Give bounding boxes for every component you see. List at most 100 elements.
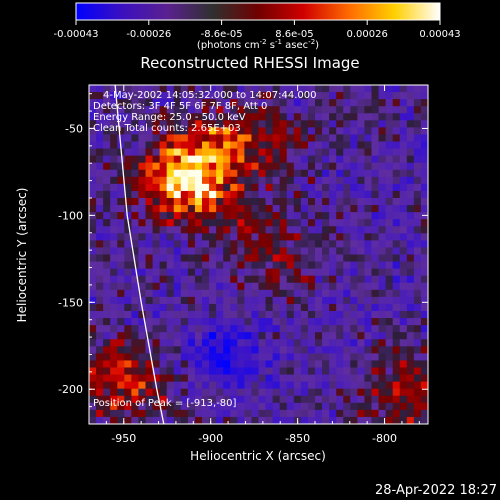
heatmap-cell [406, 205, 415, 213]
heatmap-cell [202, 226, 210, 234]
heatmap-cell [413, 374, 422, 383]
heatmap-cell [138, 205, 147, 213]
heatmap-cell [230, 162, 238, 171]
heatmap-cell [279, 212, 288, 220]
heatmap-cell [392, 162, 401, 171]
heatmap-cell [378, 120, 387, 128]
heatmap-cell [293, 282, 302, 291]
heatmap-cell [279, 402, 288, 411]
heatmap-cell [110, 381, 118, 390]
annotation-energy-range: Energy Range: 25.0 - 50.0 keV [93, 112, 246, 123]
heatmap-cell [166, 162, 175, 171]
heatmap-cell [329, 240, 337, 249]
heatmap-cell [223, 346, 231, 354]
x-axis-ticks: -950 -900 -850 -800 [105, 85, 420, 445]
heatmap-cell [420, 381, 428, 390]
heatmap-cell [265, 190, 274, 199]
heatmap-cell [173, 311, 182, 319]
heatmap-cell [371, 381, 380, 390]
heatmap-cell [420, 296, 428, 305]
heatmap-cell [187, 219, 196, 227]
heatmap-cell [371, 254, 380, 263]
heatmap-cell [202, 148, 210, 157]
heatmap-cell [364, 106, 373, 114]
heatmap-cell [124, 402, 132, 411]
heatmap-cell [131, 282, 140, 291]
heatmap-cell [392, 106, 401, 114]
heatmap-cell [315, 353, 323, 362]
heatmap-cell [272, 339, 281, 347]
heatmap-cell [286, 346, 295, 354]
heatmap-cell [300, 395, 309, 404]
heatmap-cell [322, 113, 330, 121]
heatmap-cell [300, 92, 309, 100]
heatmap-cell [392, 183, 401, 192]
heatmap-cell [152, 311, 161, 319]
heatmap-cell [152, 226, 161, 234]
heatmap-cell [145, 303, 154, 312]
heatmap-cell [357, 247, 366, 256]
heatmap-cell [202, 247, 210, 256]
heatmap-cell [385, 247, 394, 256]
heatmap-cell [180, 99, 189, 107]
heatmap-cell [173, 282, 182, 291]
heatmap-cell [159, 205, 168, 213]
heatmap-cell [180, 275, 189, 284]
heatmap-cell [110, 367, 118, 376]
heatmap-cell [117, 247, 125, 256]
heatmap-cell [124, 205, 132, 213]
heatmap-cell [223, 120, 231, 128]
heatmap-cell [117, 325, 125, 333]
heatmap-cell [202, 416, 210, 424]
heatmap-cell [322, 360, 330, 369]
heatmap-cell [307, 162, 316, 171]
heatmap-cell [371, 402, 380, 411]
heatmap-cell [223, 141, 231, 150]
heatmap-cell [209, 85, 217, 93]
heatmap-cell [194, 367, 203, 376]
heatmap-cell [350, 268, 358, 277]
heatmap-cell [420, 212, 428, 220]
heatmap-cell [329, 311, 337, 319]
heatmap-cell [286, 395, 295, 404]
heatmap-cell [371, 205, 380, 213]
heatmap-cell [343, 402, 351, 411]
heatmap-cell [194, 162, 203, 171]
heatmap-cell [315, 99, 323, 107]
heatmap-cell [96, 332, 104, 340]
heatmap-cell [209, 92, 217, 100]
heatmap-cell [216, 325, 224, 333]
heatmap-cell [131, 409, 140, 418]
heatmap-cell [237, 275, 245, 284]
heatmap-cell [209, 367, 217, 376]
heatmap-cell [223, 282, 231, 291]
heatmap-cell [272, 318, 281, 326]
heatmap-cell [216, 99, 224, 107]
heatmap-cell [329, 374, 337, 383]
heatmap-cell [180, 190, 189, 199]
heatmap-cell [420, 176, 428, 185]
heatmap-cell [420, 134, 428, 143]
heatmap-cell [117, 113, 125, 121]
heatmap-cell [138, 212, 147, 220]
heatmap-cell [406, 247, 415, 256]
heatmap-cell [378, 92, 387, 100]
heatmap-cell [117, 332, 125, 340]
heatmap-cell [385, 205, 394, 213]
heatmap-cell [286, 113, 295, 121]
heatmap-cell [286, 134, 295, 143]
heatmap-cell [152, 409, 161, 418]
heatmap-cell [237, 240, 245, 249]
heatmap-cell [307, 395, 316, 404]
heatmap-cell [399, 162, 408, 171]
heatmap-cell [392, 247, 401, 256]
heatmap-cell [307, 106, 316, 114]
heatmap-cell [293, 176, 302, 185]
heatmap-cell [244, 303, 253, 312]
heatmap-cell [399, 155, 408, 164]
heatmap-cell [117, 162, 125, 171]
heatmap-cell [103, 367, 111, 376]
heatmap-cell [336, 409, 344, 418]
heatmap-cell [286, 254, 295, 263]
heatmap-cell [124, 127, 132, 136]
